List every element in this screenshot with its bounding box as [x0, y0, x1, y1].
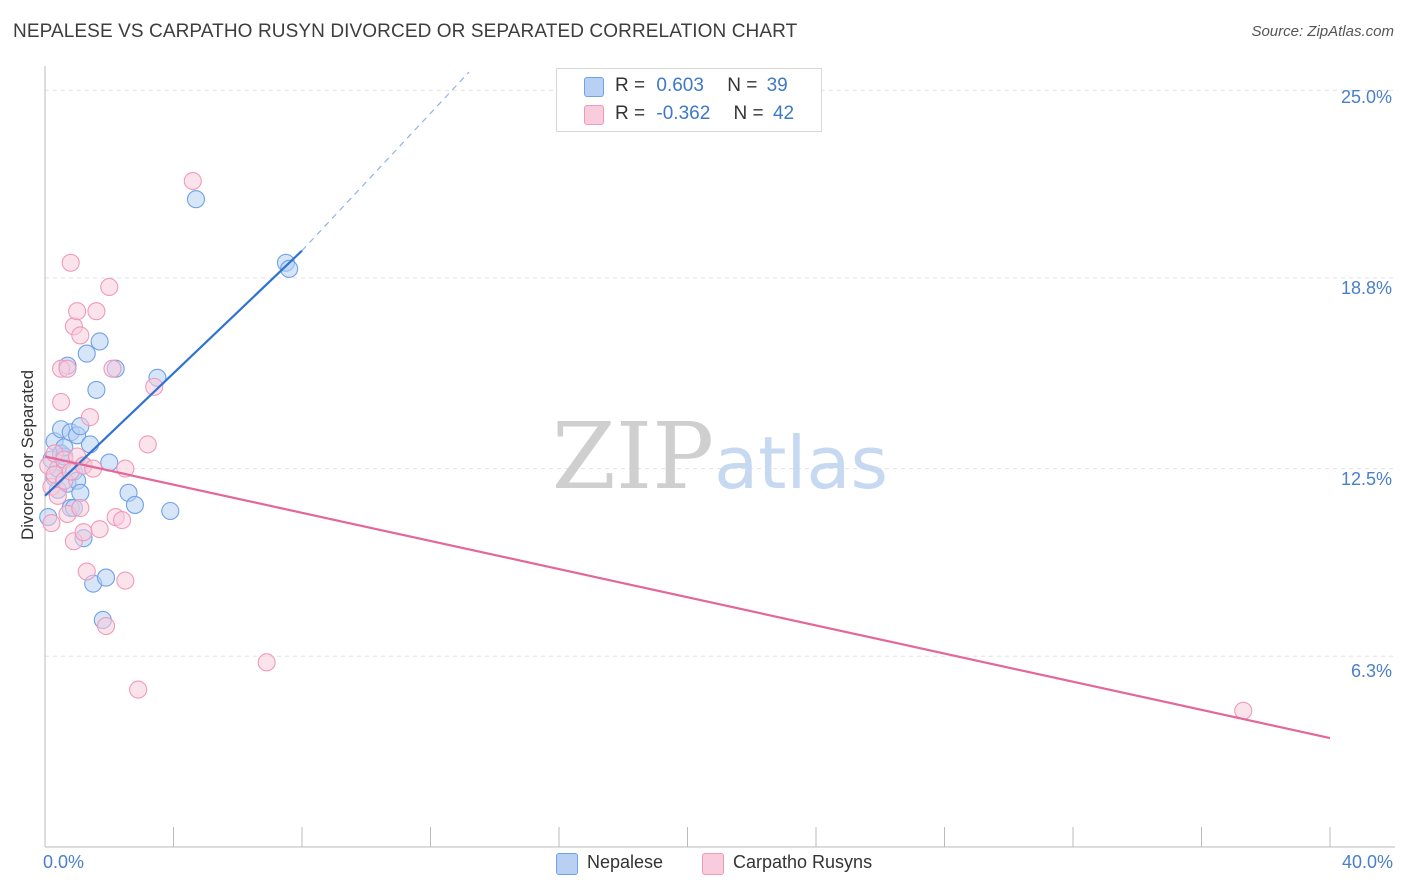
x-tick-label: 0.0% — [43, 852, 85, 872]
carpatho-rusyns-point — [52, 392, 71, 412]
legend-n-value: 39 — [766, 75, 788, 96]
nepalese-trend-line — [44, 249, 303, 497]
carpatho-rusyns-point — [80, 408, 100, 427]
carpatho-rusyns-point — [68, 302, 87, 321]
carpatho-rusyns-point — [100, 277, 119, 297]
nepalese-point — [80, 435, 100, 454]
y-tick-label: 6.3% — [1350, 661, 1392, 681]
carpatho-rusyns-point — [183, 171, 202, 191]
nepalese-trend-extension — [301, 71, 470, 252]
carpatho-rusyns-point — [129, 680, 148, 699]
legend-n-label: N = — [727, 75, 758, 96]
nepalese-point — [87, 380, 106, 399]
carpatho-rusyns-point — [74, 523, 93, 542]
carpatho-rusyns-point — [103, 359, 122, 378]
bottom-legend-swatch-carpatho-rusyns — [702, 853, 724, 875]
bottom-legend-nepalese: Nepalese — [587, 852, 664, 872]
y-tick-label: 18.8% — [1340, 278, 1392, 298]
carpatho-rusyns-point — [42, 514, 61, 533]
nepalese-point — [161, 501, 180, 521]
legend-n-value: 42 — [772, 103, 795, 124]
nepalese-point — [90, 332, 109, 351]
nepalese-point — [125, 495, 144, 514]
carpatho-rusyns-point — [87, 302, 106, 321]
carpatho-rusyns-point — [138, 435, 157, 454]
legend-n-label: N = — [733, 103, 764, 124]
y-tick-label: 25.0% — [1340, 87, 1392, 107]
y-tick-label: 12.5% — [1340, 469, 1392, 489]
watermark: ZIPatlas — [552, 403, 888, 510]
carpatho-rusyns-point — [58, 359, 77, 378]
legend-r-label: R = — [615, 75, 646, 96]
nepalese-point — [96, 568, 116, 587]
legend-r-label: R = — [615, 103, 646, 124]
bottom-legend-carpatho-rusyns: Carpatho Rusyns — [733, 852, 873, 872]
nepalese-point — [71, 483, 90, 502]
carpatho-rusyns-point — [90, 520, 109, 539]
correlation-legend: R = 0.603 N = 39 R = -0.362 N = 42 — [556, 68, 822, 132]
carpatho-rusyns-point — [145, 377, 164, 396]
nepalese-point — [77, 344, 96, 363]
carpatho-rusyns-point — [116, 571, 135, 590]
carpatho-rusyns-point — [113, 511, 132, 530]
carpatho-rusyns-point — [96, 616, 116, 636]
carpatho-rusyns-point — [48, 486, 67, 505]
carpatho-rusyns-trend-line — [44, 455, 1331, 740]
legend-row-nepalese: R = 0.603 N = 39 — [615, 75, 788, 101]
carpatho-rusyns-point — [71, 326, 90, 345]
chart-title: NEPALESE VS CARPATHO RUSYN DIVORCED OR S… — [13, 21, 798, 42]
bottom-legend-swatch-nepalese — [556, 853, 578, 875]
x-tick-label: 40.0% — [1341, 852, 1393, 872]
legend-r-value: -0.362 — [656, 103, 711, 124]
legend-swatch-nepalese — [584, 77, 604, 97]
carpatho-rusyns-point — [77, 562, 96, 581]
watermark-zip: ZIP — [552, 403, 714, 510]
legend-r-value: 0.603 — [656, 75, 704, 96]
carpatho-rusyns-point — [61, 253, 80, 272]
carpatho-rusyns-point — [71, 498, 90, 518]
watermark-atlas: atlas — [714, 421, 888, 505]
legend-row-carpatho-rusyns: R = -0.362 N = 42 — [615, 103, 794, 129]
legend-swatch-carpatho-rusyns — [584, 105, 604, 125]
chart-source: Source: ZipAtlas.com — [1251, 23, 1394, 40]
nepalese-point — [186, 190, 206, 209]
carpatho-rusyns-point — [257, 653, 276, 672]
nepalese-point — [280, 259, 299, 278]
